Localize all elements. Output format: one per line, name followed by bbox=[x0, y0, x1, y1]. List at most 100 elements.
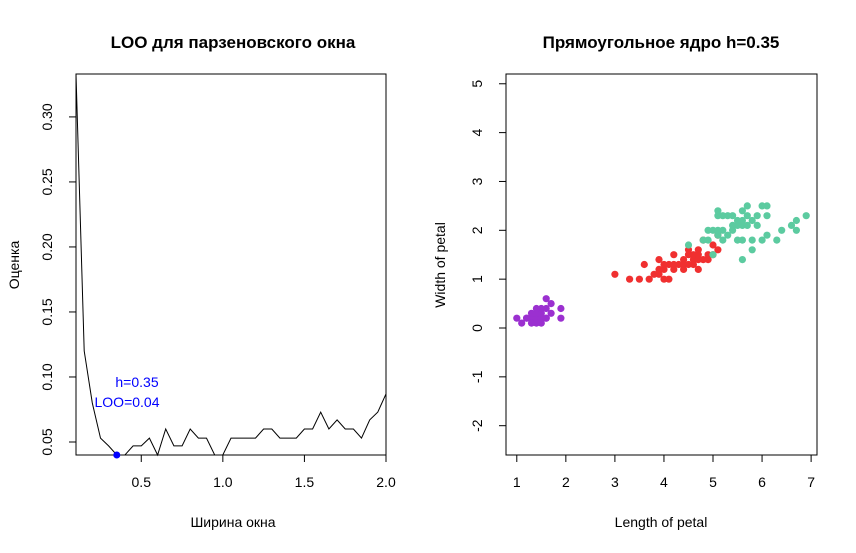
scatter-point bbox=[542, 295, 550, 303]
scatter-x-tick-label: 7 bbox=[807, 474, 815, 490]
scatter-point bbox=[513, 314, 521, 322]
kernel-scatter-chart: Прямоугольное ядро h=0.35 1 2 3 4 5 6 7 -2 -1 0 1… bbox=[432, 33, 818, 530]
scatter-y-axis: -2 -1 0 1 2 3 4 5 bbox=[469, 80, 506, 432]
scatter-x-tick-label: 3 bbox=[611, 474, 619, 490]
loo-y-tick-label: 0.25 bbox=[39, 168, 55, 195]
scatter-point bbox=[748, 216, 756, 225]
scatter-point bbox=[523, 314, 531, 322]
scatter-point bbox=[655, 256, 663, 264]
scatter-point bbox=[787, 221, 796, 229]
scatter-point bbox=[792, 216, 801, 225]
scatter-point bbox=[763, 231, 771, 239]
scatter-point bbox=[670, 251, 678, 259]
scatter-point bbox=[738, 256, 747, 264]
scatter-chart-title: Прямоугольное ядро h=0.35 bbox=[543, 33, 780, 52]
loo-chart: LOO для парзеновского окна 0.5 1.0 1.5 2.0 … bbox=[6, 33, 396, 530]
loo-plot-area: h=0.35 LOO=0.04 bbox=[75, 73, 387, 459]
scatter-x-tick-label: 6 bbox=[758, 474, 766, 490]
scatter-y-tick-label: -1 bbox=[469, 370, 485, 383]
scatter-point bbox=[709, 251, 717, 259]
scatter-point bbox=[763, 202, 771, 210]
loo-plot-frame bbox=[75, 73, 387, 456]
loo-y-tick-label: 0.10 bbox=[39, 363, 55, 390]
scatter-point bbox=[542, 304, 550, 313]
scatter-point bbox=[719, 226, 727, 234]
scatter-point bbox=[537, 319, 545, 327]
scatter-point bbox=[547, 300, 555, 308]
scatter-point bbox=[719, 236, 727, 244]
loo-annotation-loo: LOO=0.04 bbox=[95, 394, 160, 410]
scatter-point bbox=[537, 309, 545, 317]
scatter-point bbox=[738, 207, 747, 215]
loo-y-tick-label: 0.30 bbox=[39, 103, 55, 130]
scatter-point bbox=[748, 246, 756, 254]
scatter-point bbox=[611, 270, 619, 278]
scatter-y-tick-label: -2 bbox=[469, 419, 485, 432]
loo-minimum-point bbox=[113, 451, 121, 459]
scatter-plot-area bbox=[513, 202, 810, 327]
scatter-point bbox=[729, 212, 737, 220]
scatter-point bbox=[792, 226, 801, 234]
scatter-point bbox=[714, 207, 722, 215]
scatter-point bbox=[704, 256, 712, 264]
scatter-point bbox=[547, 309, 555, 317]
scatter-point bbox=[694, 246, 702, 254]
scatter-point bbox=[655, 265, 663, 273]
scatter-point bbox=[709, 241, 717, 249]
scatter-point bbox=[738, 236, 747, 244]
scatter-point bbox=[743, 202, 751, 210]
scatter-point bbox=[532, 304, 541, 313]
scatter-y-tick-label: 3 bbox=[469, 177, 485, 185]
scatter-point bbox=[684, 241, 693, 249]
scatter-point bbox=[542, 314, 550, 322]
scatter-point bbox=[665, 275, 673, 283]
scatter-y-tick-label: 5 bbox=[469, 80, 485, 88]
scatter-point bbox=[557, 304, 565, 313]
loo-y-tick-label: 0.05 bbox=[39, 428, 55, 455]
scatter-y-tick-label: 1 bbox=[469, 275, 485, 283]
scatter-point bbox=[704, 226, 712, 234]
scatter-y-tick-label: 2 bbox=[469, 226, 485, 234]
scatter-y-tick-label: 0 bbox=[469, 324, 485, 332]
scatter-point bbox=[778, 226, 786, 234]
loo-y-tick-label: 0.15 bbox=[39, 298, 55, 325]
scatter-point bbox=[773, 236, 781, 244]
scatter-point bbox=[758, 236, 766, 244]
loo-y-axis-label: Оценка bbox=[6, 241, 22, 290]
scatter-point bbox=[743, 212, 751, 220]
scatter-plot-frame bbox=[505, 73, 818, 456]
scatter-point bbox=[743, 221, 751, 229]
loo-y-axis: 0.05 0.10 0.15 0.20 0.25 0.30 bbox=[39, 103, 76, 456]
loo-line bbox=[75, 73, 387, 457]
scatter-point bbox=[753, 221, 761, 229]
loo-x-axis: 0.5 1.0 1.5 2.0 bbox=[132, 455, 396, 490]
loo-x-axis-label: Ширина окна bbox=[190, 514, 275, 530]
scatter-y-tick-label: 4 bbox=[469, 129, 485, 137]
scatter-point bbox=[518, 319, 526, 327]
scatter-point bbox=[748, 236, 756, 244]
scatter-point bbox=[763, 212, 771, 220]
scatter-point bbox=[729, 226, 737, 234]
scatter-x-tick-label: 2 bbox=[562, 474, 570, 490]
loo-annotation-h: h=0.35 bbox=[115, 374, 158, 390]
scatter-x-tick-label: 5 bbox=[709, 474, 717, 490]
loo-x-tick-label: 0.5 bbox=[132, 474, 152, 490]
scatter-point bbox=[626, 275, 634, 283]
scatter-point bbox=[635, 275, 644, 283]
loo-chart-title: LOO для парзеновского окна bbox=[111, 33, 356, 52]
scatter-point bbox=[714, 246, 722, 254]
scatter-point bbox=[753, 212, 761, 220]
scatter-x-axis-label: Length of petal bbox=[615, 514, 708, 530]
scatter-point bbox=[645, 275, 653, 283]
loo-y-tick-label: 0.20 bbox=[39, 233, 55, 260]
scatter-point bbox=[802, 212, 810, 220]
scatter-point bbox=[724, 231, 732, 239]
loo-x-tick-label: 1.0 bbox=[213, 474, 233, 490]
scatter-point bbox=[640, 260, 648, 269]
scatter-x-tick-label: 1 bbox=[513, 474, 521, 490]
scatter-point bbox=[704, 236, 712, 244]
scatter-point bbox=[557, 314, 565, 322]
scatter-point bbox=[680, 256, 688, 264]
scatter-y-axis-label: Width of petal bbox=[432, 222, 448, 308]
